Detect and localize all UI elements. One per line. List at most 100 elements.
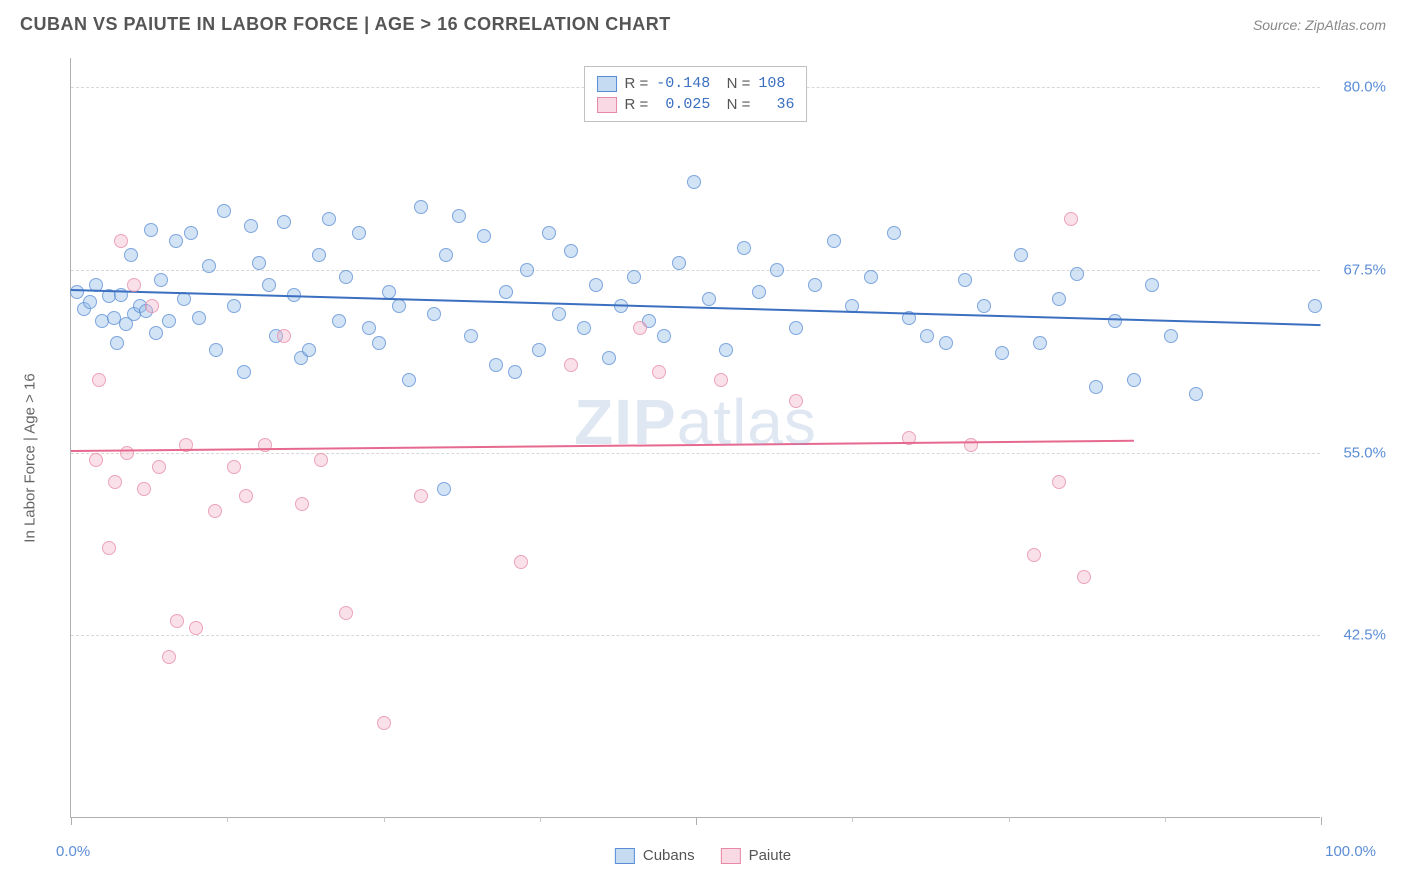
x-min-label: 0.0%	[56, 843, 90, 860]
scatter-point	[149, 326, 163, 340]
scatter-point	[414, 489, 428, 503]
n-value-paiute: 36	[758, 96, 794, 113]
scatter-point	[652, 365, 666, 379]
scatter-point	[120, 446, 134, 460]
scatter-point	[362, 321, 376, 335]
scatter-point	[169, 234, 183, 248]
scatter-point	[920, 329, 934, 343]
scatter-point	[552, 307, 566, 321]
scatter-point	[789, 394, 803, 408]
scatter-point	[295, 497, 309, 511]
scatter-point	[314, 453, 328, 467]
scatter-point	[89, 453, 103, 467]
x-tick-minor	[1165, 817, 1166, 822]
scatter-point	[714, 373, 728, 387]
correlation-legend: R = -0.148 N = 108 R = 0.025 N = 36	[584, 66, 808, 122]
scatter-point	[602, 351, 616, 365]
scatter-point	[202, 259, 216, 273]
n-label: N =	[718, 75, 750, 92]
scatter-point	[239, 489, 253, 503]
scatter-point	[352, 226, 366, 240]
swatch-pink	[721, 848, 741, 864]
scatter-point	[83, 295, 97, 309]
r-value-paiute: 0.025	[656, 96, 710, 113]
scatter-point	[1014, 248, 1028, 262]
scatter-point	[209, 343, 223, 357]
scatter-point	[752, 285, 766, 299]
x-tick-minor	[540, 817, 541, 822]
x-max-label: 100.0%	[1325, 843, 1376, 860]
scatter-point	[958, 273, 972, 287]
swatch-pink	[597, 97, 617, 113]
x-tick	[696, 817, 697, 825]
scatter-point	[542, 226, 556, 240]
series-legend: Cubans Paiute	[615, 847, 791, 864]
scatter-point	[108, 475, 122, 489]
scatter-point	[70, 285, 84, 299]
scatter-point	[439, 248, 453, 262]
x-tick-minor	[1009, 817, 1010, 822]
scatter-point	[124, 248, 138, 262]
scatter-point	[1108, 314, 1122, 328]
scatter-point	[1027, 548, 1041, 562]
scatter-point	[170, 614, 184, 628]
scatter-point	[464, 329, 478, 343]
scatter-point	[208, 504, 222, 518]
scatter-point	[520, 263, 534, 277]
scatter-point	[1033, 336, 1047, 350]
scatter-point	[137, 482, 151, 496]
scatter-point	[192, 311, 206, 325]
scatter-point	[339, 270, 353, 284]
scatter-point	[687, 175, 701, 189]
scatter-point	[377, 716, 391, 730]
r-label: R =	[625, 96, 649, 113]
scatter-point	[312, 248, 326, 262]
scatter-point	[1164, 329, 1178, 343]
scatter-point	[382, 285, 396, 299]
x-tick-minor	[227, 817, 228, 822]
scatter-point	[564, 358, 578, 372]
scatter-point	[392, 299, 406, 313]
scatter-point	[589, 278, 603, 292]
scatter-point	[827, 234, 841, 248]
legend-row: R = 0.025 N = 36	[597, 94, 795, 115]
n-label: N =	[718, 96, 750, 113]
watermark: ZIPatlas	[574, 385, 817, 459]
swatch-blue	[615, 848, 635, 864]
scatter-point	[1064, 212, 1078, 226]
scatter-point	[144, 223, 158, 237]
scatter-point	[887, 226, 901, 240]
scatter-point	[277, 215, 291, 229]
scatter-point	[127, 278, 141, 292]
scatter-point	[339, 606, 353, 620]
scatter-point	[322, 212, 336, 226]
scatter-point	[102, 541, 116, 555]
scatter-point	[1308, 299, 1322, 313]
y-tick-label: 55.0%	[1326, 444, 1386, 461]
x-tick-minor	[384, 817, 385, 822]
scatter-point	[1127, 373, 1141, 387]
scatter-point	[1052, 292, 1066, 306]
scatter-point	[499, 285, 513, 299]
scatter-point	[1070, 267, 1084, 281]
scatter-point	[672, 256, 686, 270]
legend-item: Paiute	[721, 847, 792, 864]
scatter-point	[770, 263, 784, 277]
scatter-point	[477, 229, 491, 243]
scatter-point	[237, 365, 251, 379]
scatter-point	[719, 343, 733, 357]
scatter-point	[252, 256, 266, 270]
scatter-point	[1052, 475, 1066, 489]
scatter-point	[939, 336, 953, 350]
scatter-point	[1145, 278, 1159, 292]
scatter-point	[227, 299, 241, 313]
r-value-cubans: -0.148	[656, 75, 710, 92]
scatter-point	[977, 299, 991, 313]
scatter-point	[402, 373, 416, 387]
trend-line	[71, 289, 1321, 326]
scatter-point	[452, 209, 466, 223]
scatter-point	[244, 219, 258, 233]
scatter-point	[262, 278, 276, 292]
gridline	[71, 270, 1320, 271]
x-tick-minor	[852, 817, 853, 822]
